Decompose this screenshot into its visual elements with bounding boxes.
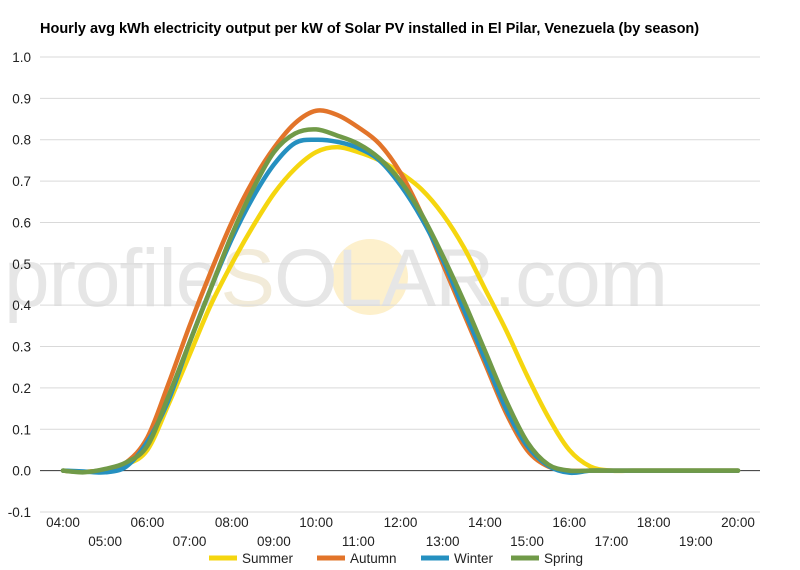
y-tick-label: 0.2 bbox=[12, 381, 31, 396]
legend-item-summer[interactable]: Summer bbox=[209, 551, 294, 566]
legend-item-winter[interactable]: Winter bbox=[421, 551, 494, 566]
series-line-spring bbox=[60, 127, 741, 475]
y-tick-label: 1.0 bbox=[12, 50, 31, 65]
legend-label: Winter bbox=[454, 551, 494, 566]
legend-item-autumn[interactable]: Autumn bbox=[317, 551, 397, 566]
y-axis: 1.0 0.9 0.8 0.7 0.6 0.5 0.4 0.3 0.2 0.1 0.0 -0.1 bbox=[8, 50, 32, 520]
x-tick-label: 06:00 bbox=[130, 515, 164, 530]
watermark-left: profile bbox=[4, 233, 220, 324]
watermark-right: OLAR.com bbox=[274, 233, 667, 324]
x-tick-label: 20:00 bbox=[721, 515, 755, 530]
y-tick-label: 0.0 bbox=[12, 464, 31, 479]
watermark-sun bbox=[332, 239, 408, 315]
x-tick-label: 05:00 bbox=[88, 534, 122, 549]
x-tick-label: 18:00 bbox=[637, 515, 671, 530]
y-tick-label: -0.1 bbox=[8, 505, 31, 520]
x-tick-label: 16:00 bbox=[552, 515, 586, 530]
y-tick-label: 0.1 bbox=[12, 422, 31, 437]
x-tick-label: 11:00 bbox=[342, 534, 375, 549]
legend: Summer Autumn Winter Spring bbox=[209, 551, 583, 566]
y-tick-label: 0.6 bbox=[12, 215, 31, 230]
x-tick-label: 10:00 bbox=[299, 515, 333, 530]
chart-title: Hourly avg kWh electricity output per kW… bbox=[40, 21, 699, 37]
x-tick-label: 12:00 bbox=[384, 515, 418, 530]
x-tick-label: 19:00 bbox=[679, 534, 713, 549]
x-tick-label: 07:00 bbox=[173, 534, 207, 549]
legend-label: Autumn bbox=[350, 551, 397, 566]
watermark-text: profileSOLAR.com bbox=[4, 233, 667, 324]
y-tick-label: 0.7 bbox=[12, 174, 31, 189]
y-tick-label: 0.4 bbox=[12, 298, 31, 313]
x-tick-label: 14:00 bbox=[468, 515, 502, 530]
x-tick-label: 17:00 bbox=[595, 534, 629, 549]
x-tick-label: 09:00 bbox=[257, 534, 291, 549]
x-tick-label: 13:00 bbox=[426, 534, 460, 549]
y-tick-label: 0.5 bbox=[12, 257, 31, 272]
x-axis: 04:00 06:00 08:00 10:00 12:00 14:00 16:00 18:00… bbox=[46, 515, 755, 549]
legend-label: Summer bbox=[242, 551, 294, 566]
legend-label: Spring bbox=[544, 551, 583, 566]
y-tick-label: 0.3 bbox=[12, 340, 31, 355]
x-tick-label: 08:00 bbox=[215, 515, 249, 530]
watermark: profileSOLAR.com bbox=[4, 233, 668, 324]
legend-item-spring[interactable]: Spring bbox=[511, 551, 583, 566]
x-tick-label: 15:00 bbox=[510, 534, 544, 549]
y-tick-label: 0.9 bbox=[12, 91, 31, 106]
y-tick-label: 0.8 bbox=[12, 133, 31, 148]
x-tick-label: 04:00 bbox=[46, 515, 80, 530]
series-lines bbox=[60, 108, 741, 476]
